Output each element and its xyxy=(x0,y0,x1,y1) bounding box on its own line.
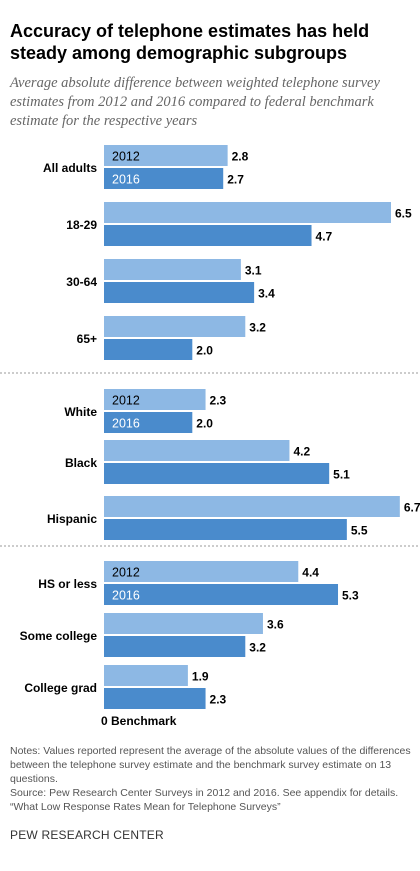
bar-2012 xyxy=(104,316,246,337)
value-label-2012: 3.2 xyxy=(249,321,266,335)
value-label-2012: 6.5 xyxy=(395,207,412,221)
value-label-2012: 6.7 xyxy=(404,501,420,515)
value-label-2016: 3.4 xyxy=(258,287,275,301)
bar-2016 xyxy=(104,282,255,303)
bar-2012 xyxy=(104,613,263,634)
bar-2012 xyxy=(104,665,188,686)
value-label-2016: 2.0 xyxy=(196,344,213,358)
category-label: White xyxy=(64,405,97,419)
bar-2016 xyxy=(104,584,339,605)
bar-2012 xyxy=(104,145,228,166)
bar-2016 xyxy=(104,636,246,657)
brand-name: PEW RESEARCH CENTER xyxy=(10,828,164,842)
category-label: Hispanic xyxy=(47,512,97,526)
legend-2016: 2016 xyxy=(112,417,140,431)
category-label: College grad xyxy=(24,681,97,695)
legend-2012: 2012 xyxy=(112,394,140,408)
chart-subtitle: Average absolute difference between weig… xyxy=(10,75,380,129)
notes: Notes: Values reported represent the ave… xyxy=(10,744,415,814)
bar-2012 xyxy=(104,496,400,517)
category-label: All adults xyxy=(43,161,97,175)
value-label-2012: 2.8 xyxy=(232,150,249,164)
category-label: Black xyxy=(65,456,97,470)
value-label-2012: 2.3 xyxy=(210,394,227,408)
value-label-2012: 4.2 xyxy=(293,445,310,459)
legend-2016: 2016 xyxy=(112,589,140,603)
bar-2016 xyxy=(104,339,193,360)
bar-2012 xyxy=(104,440,290,461)
report-title-text: “What Low Response Rates Mean for Teleph… xyxy=(10,801,281,813)
legend-2012: 2012 xyxy=(112,150,140,164)
value-label-2012: 3.1 xyxy=(245,264,262,278)
bar-2016 xyxy=(104,168,224,189)
value-label-2016: 2.3 xyxy=(210,693,227,707)
value-label-2016: 4.7 xyxy=(316,230,333,244)
value-label-2012: 1.9 xyxy=(192,670,209,684)
bar-chart: 2.8 2.7 All adults 2012 2016 6.5 4.7 18-29 3.1 3.… xyxy=(0,145,420,728)
category-label: Some college xyxy=(20,629,98,643)
bar-2012 xyxy=(104,389,206,410)
bar-2016 xyxy=(104,519,347,540)
value-label-2016: 2.0 xyxy=(196,417,213,431)
bar-2012 xyxy=(104,259,241,280)
bar-2016 xyxy=(104,463,330,484)
value-label-2016: 2.7 xyxy=(227,173,244,187)
legend-2012: 2012 xyxy=(112,566,140,580)
notes-text: Notes: Values reported represent the ave… xyxy=(10,745,411,785)
axis-label: 0 Benchmark xyxy=(101,714,177,728)
category-label: 18-29 xyxy=(66,218,97,232)
chart-title: Accuracy of telephone estimates has held… xyxy=(10,21,370,63)
bar-2012 xyxy=(104,561,299,582)
legend-2016: 2016 xyxy=(112,173,140,187)
category-label: 30-64 xyxy=(66,275,97,289)
category-label: 65+ xyxy=(77,332,97,346)
bar-2016 xyxy=(104,688,206,709)
bar-2016 xyxy=(104,412,193,433)
category-label: HS or less xyxy=(38,577,97,591)
bar-2016 xyxy=(104,225,312,246)
value-label-2016: 5.5 xyxy=(351,524,368,538)
bar-2012 xyxy=(104,202,391,223)
value-label-2016: 5.3 xyxy=(342,589,359,603)
value-label-2016: 3.2 xyxy=(249,641,266,655)
value-label-2012: 4.4 xyxy=(302,566,319,580)
value-label-2012: 3.6 xyxy=(267,618,284,632)
source-text: Source: Pew Research Center Surveys in 2… xyxy=(10,787,399,799)
value-label-2016: 5.1 xyxy=(333,468,350,482)
